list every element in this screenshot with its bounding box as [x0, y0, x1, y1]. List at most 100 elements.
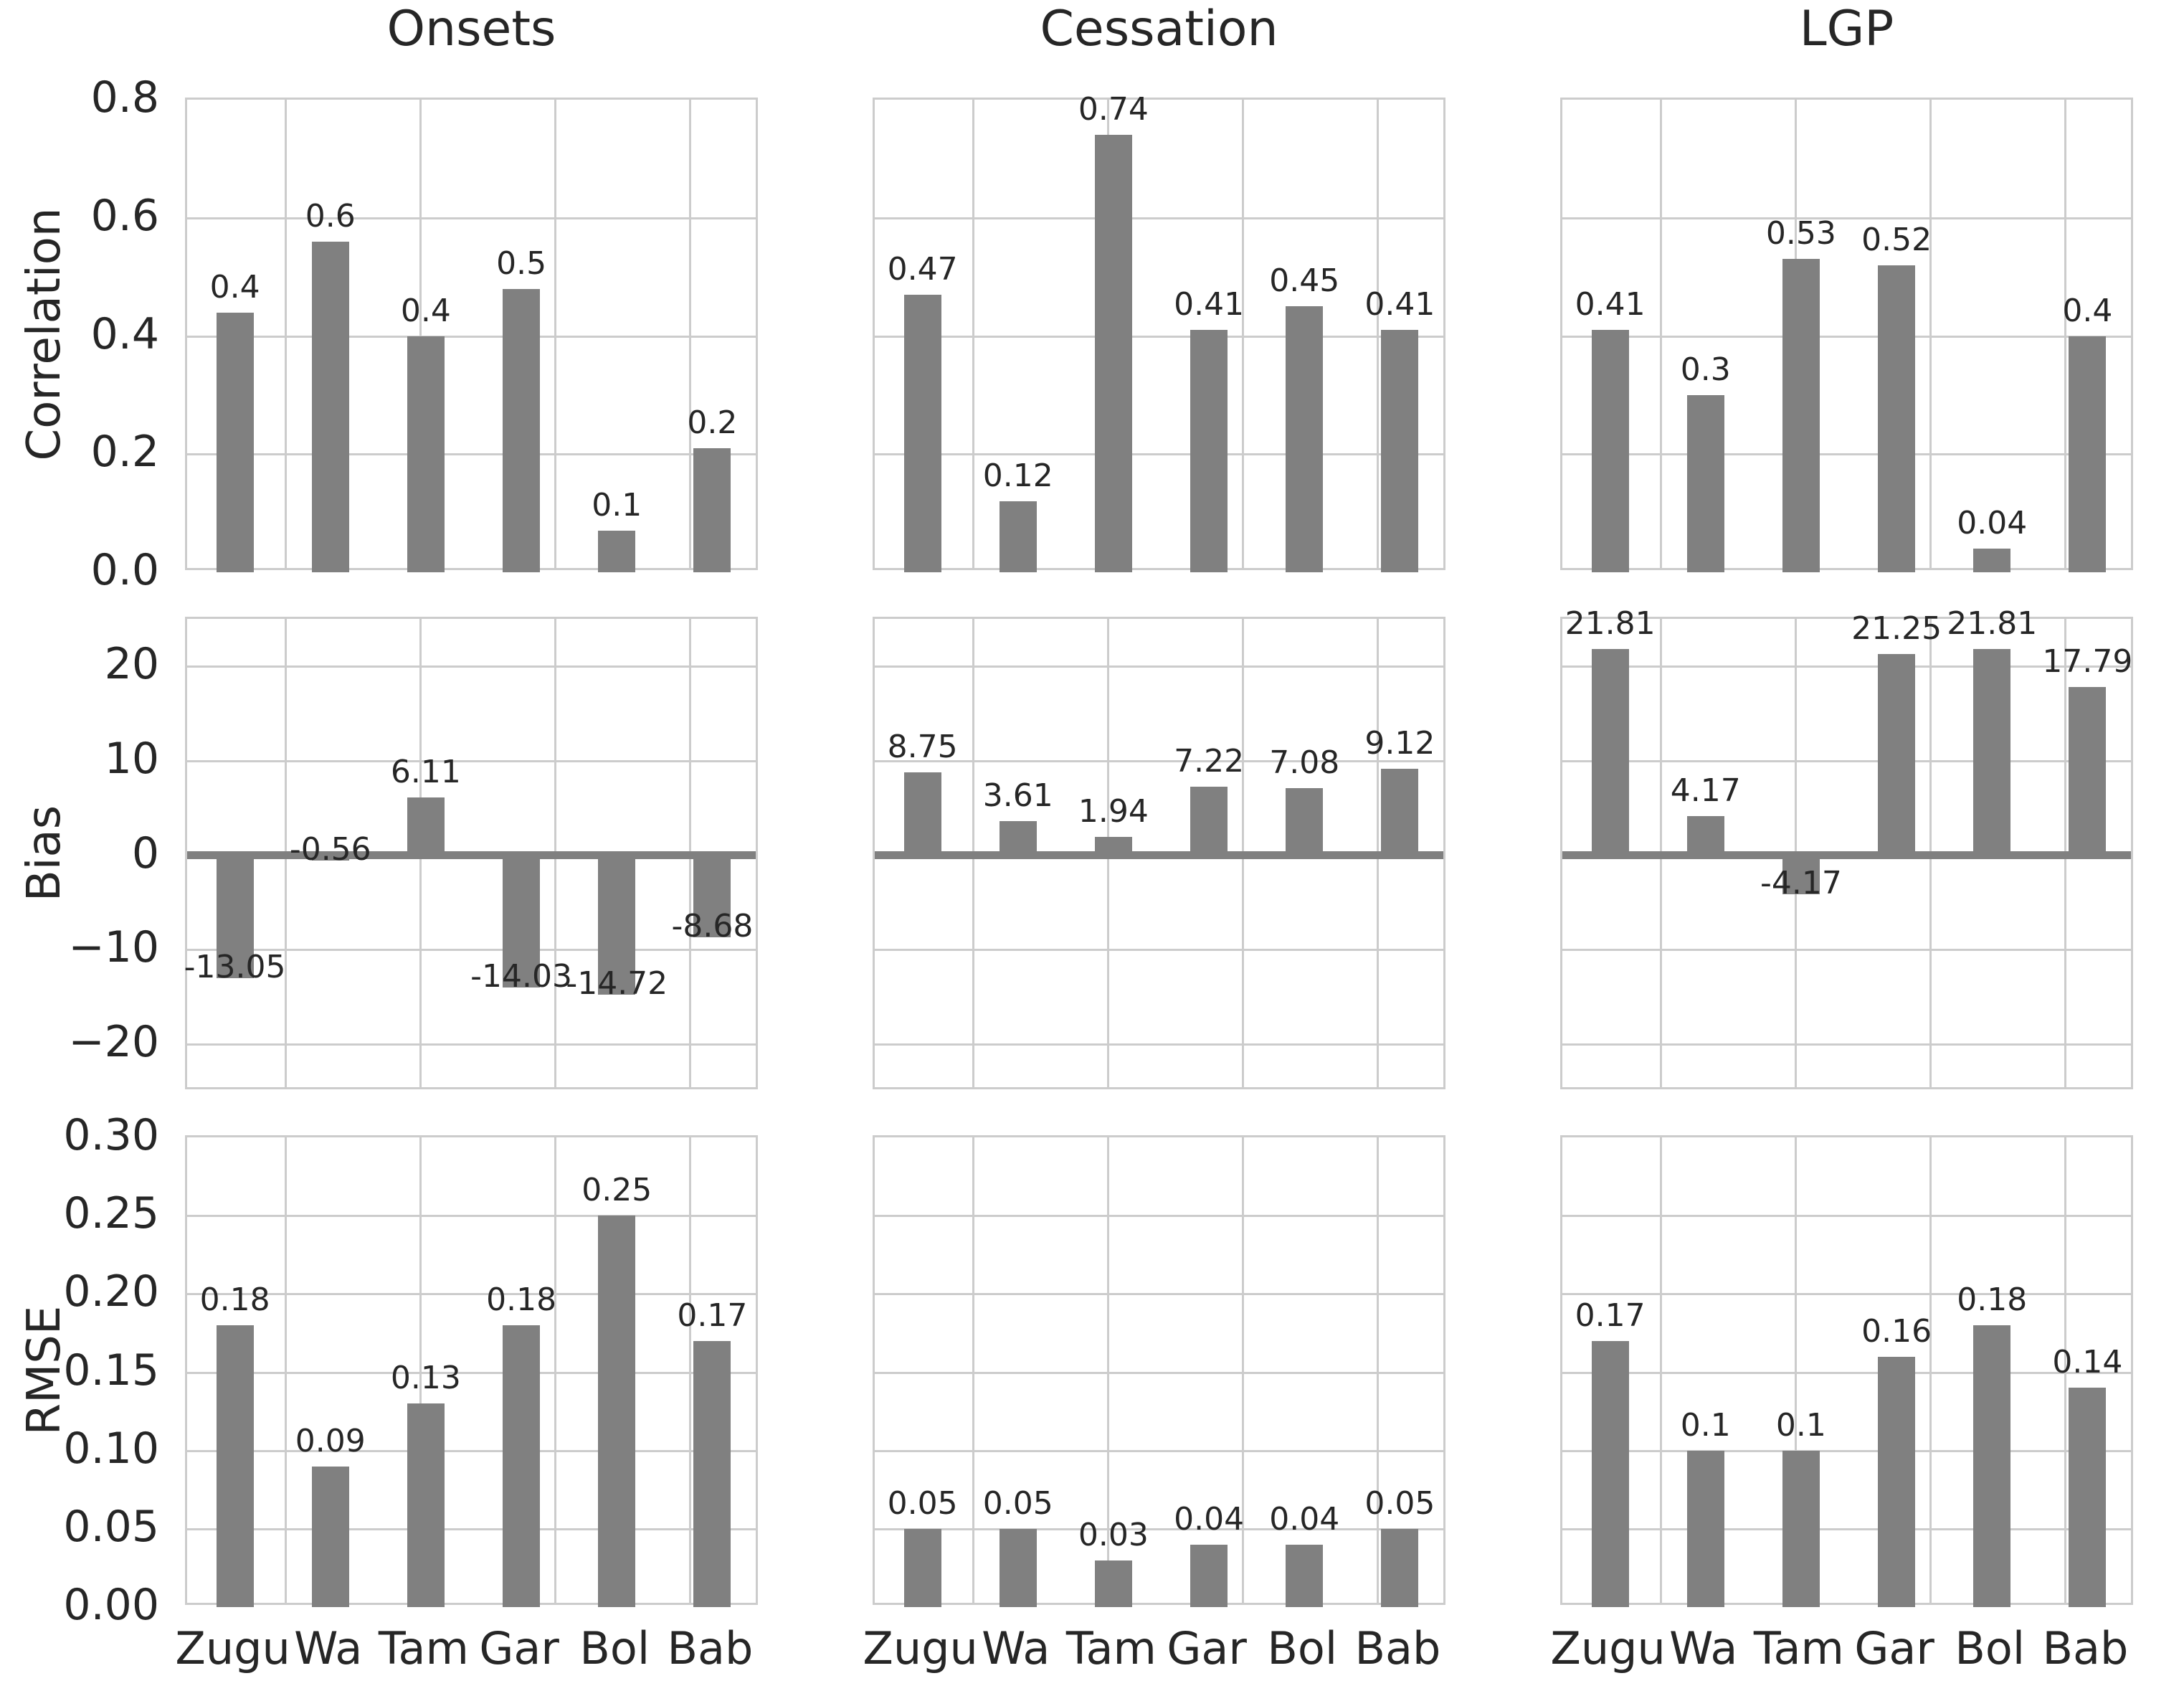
- horizontal-gridline: [875, 1449, 1443, 1452]
- panel-correlation-onsets: 0.4 0.6 0.4 0.5 0.1 0.2: [185, 98, 758, 572]
- vertical-gridline: [1660, 100, 1662, 568]
- bar-value-label: 0.04: [1957, 505, 2028, 542]
- bar-value-label: 3.61: [982, 777, 1053, 814]
- bar-gar: [1878, 654, 1916, 856]
- horizontal-gridline: [187, 1293, 756, 1296]
- horizontal-gridline: [1562, 453, 2131, 456]
- vertical-gridline: [972, 1137, 974, 1603]
- y-tick-label: 0: [131, 828, 159, 878]
- panel-rmse-lgp: 0.17 0.1 0.1 0.16 0.18 0.14: [1560, 1135, 2133, 1607]
- bar-bab: [2069, 687, 2107, 856]
- bar-tam: [407, 797, 445, 856]
- column-title-cessation: Cessation: [1040, 1, 1278, 57]
- panel-bias-lgp: 21.81 4.17 -4.17 21.25 21.81 17.79: [1560, 606, 2133, 1089]
- y-tick-label: 0.4: [90, 308, 159, 359]
- panel-bias-onsets: -13.05 -0.56 6.11 -14.03 -14.72 -8.68: [184, 617, 758, 1089]
- x-tick-label-zugu: Zugu: [175, 1622, 290, 1675]
- horizontal-gridline: [187, 453, 756, 456]
- horizontal-gridline: [875, 1293, 1443, 1296]
- x-tick-label-tam: Tam: [1753, 1622, 1844, 1675]
- bar-value-label: 8.75: [887, 729, 958, 766]
- horizontal-gridline: [1562, 1215, 2131, 1218]
- panel-correlation-lgp: 0.41 0.3 0.53 0.52 0.04 0.4: [1560, 98, 2133, 572]
- bar-value-label: 0.41: [1575, 286, 1646, 323]
- horizontal-gridline: [1562, 949, 2131, 952]
- bar-value-label: 0.17: [1575, 1297, 1646, 1334]
- bar-value-label: 0.41: [1364, 286, 1435, 323]
- bar-value-label: -4.17: [1760, 865, 1842, 902]
- horizontal-gridline: [187, 759, 756, 762]
- bar-bab: [693, 448, 731, 572]
- bar-bab: [693, 855, 731, 937]
- y-tick-label: 0.15: [63, 1345, 159, 1396]
- bar-value-label: 0.18: [1957, 1282, 2028, 1318]
- bar-zugu: [216, 855, 254, 979]
- bar-value-label: 0.2: [687, 404, 738, 441]
- bar-value-label: 0.05: [1364, 1484, 1435, 1522]
- bar-value-label: 0.47: [887, 250, 958, 288]
- bar-value-label: 7.08: [1269, 744, 1340, 782]
- x-tick-label-zugu: Zugu: [1550, 1622, 1666, 1675]
- bar-value-label: 0.18: [486, 1282, 557, 1318]
- bar-bab: [2069, 1388, 2107, 1607]
- x-tick-label-bab: Bab: [667, 1622, 754, 1675]
- bar-value-label: -13.05: [184, 949, 286, 986]
- bar-value-label: 0.13: [390, 1360, 461, 1397]
- x-tick-label-bol: Bol: [1955, 1622, 2026, 1675]
- bar-value-label: 0.6: [305, 197, 356, 235]
- bar-tam: [1094, 135, 1132, 572]
- bar-value-label: -0.56: [289, 830, 371, 868]
- bar-gar: [503, 1325, 541, 1607]
- y-tick-label: 0.05: [63, 1501, 159, 1552]
- panel-rmse-cessation: 0.05 0.05 0.03 0.04 0.04 0.05: [873, 1135, 1445, 1607]
- bar-zugu: [216, 312, 254, 572]
- y-tick-label: −20: [68, 1017, 159, 1068]
- vertical-gridline: [1377, 100, 1379, 568]
- y-tick-label: 10: [104, 733, 159, 784]
- bar-value-label: -14.72: [566, 965, 668, 1002]
- bar-value-label: 9.12: [1364, 725, 1435, 762]
- x-tick-label-gar: Gar: [479, 1622, 559, 1675]
- bar-value-label: 0.1: [1680, 1406, 1731, 1444]
- bar-bol: [598, 531, 636, 572]
- bar-bab: [693, 1340, 731, 1607]
- bar-zugu: [1591, 330, 1629, 572]
- bar-value-label: 0.45: [1269, 262, 1340, 300]
- panel-rmse-onsets: 0.18 0.09 0.13 0.18 0.25 0.17: [185, 1135, 758, 1607]
- y-tick-label: 0.25: [63, 1188, 159, 1239]
- bar-bab: [1381, 1528, 1419, 1607]
- y-tick-label: 0.8: [90, 72, 159, 123]
- vertical-gridline: [554, 100, 556, 568]
- column-title-lgp: LGP: [1799, 1, 1894, 57]
- horizontal-gridline: [1562, 217, 2131, 219]
- bar-value-label: 0.41: [1174, 286, 1245, 323]
- x-tick-label-bab: Bab: [1354, 1622, 1441, 1675]
- bar-wa: [311, 1466, 349, 1607]
- bar-zugu: [1591, 1340, 1629, 1607]
- horizontal-gridline: [187, 335, 756, 338]
- horizontal-gridline: [187, 1215, 756, 1218]
- horizontal-gridline: [187, 1043, 756, 1046]
- vertical-gridline: [1795, 1137, 1797, 1603]
- bar-tam: [1782, 259, 1820, 572]
- vertical-gridline: [1242, 1137, 1244, 1603]
- x-tick-label-gar: Gar: [1167, 1622, 1247, 1675]
- bar-gar: [1878, 265, 1916, 572]
- bar-value-label: 0.25: [581, 1172, 652, 1209]
- horizontal-gridline: [187, 1527, 756, 1530]
- zero-line: [187, 851, 756, 859]
- vertical-gridline: [1242, 100, 1244, 568]
- vertical-gridline: [689, 1137, 691, 1603]
- horizontal-gridline: [875, 949, 1443, 952]
- panel-bias-cessation: 8.75 3.61 1.94 7.22 7.08 9.12: [873, 617, 1445, 1089]
- bar-wa: [999, 501, 1037, 572]
- bar-tam: [407, 336, 445, 572]
- bar-value-label: 0.74: [1078, 91, 1149, 128]
- bar-zugu: [903, 772, 941, 856]
- bar-value-label: 0.52: [1861, 221, 1932, 258]
- bar-value-label: 0.04: [1174, 1500, 1245, 1538]
- vertical-gridline: [554, 1137, 556, 1603]
- bar-bol: [1973, 1325, 2011, 1607]
- bar-value-label: 0.05: [887, 1484, 958, 1522]
- bar-value-label: -14.03: [470, 958, 572, 995]
